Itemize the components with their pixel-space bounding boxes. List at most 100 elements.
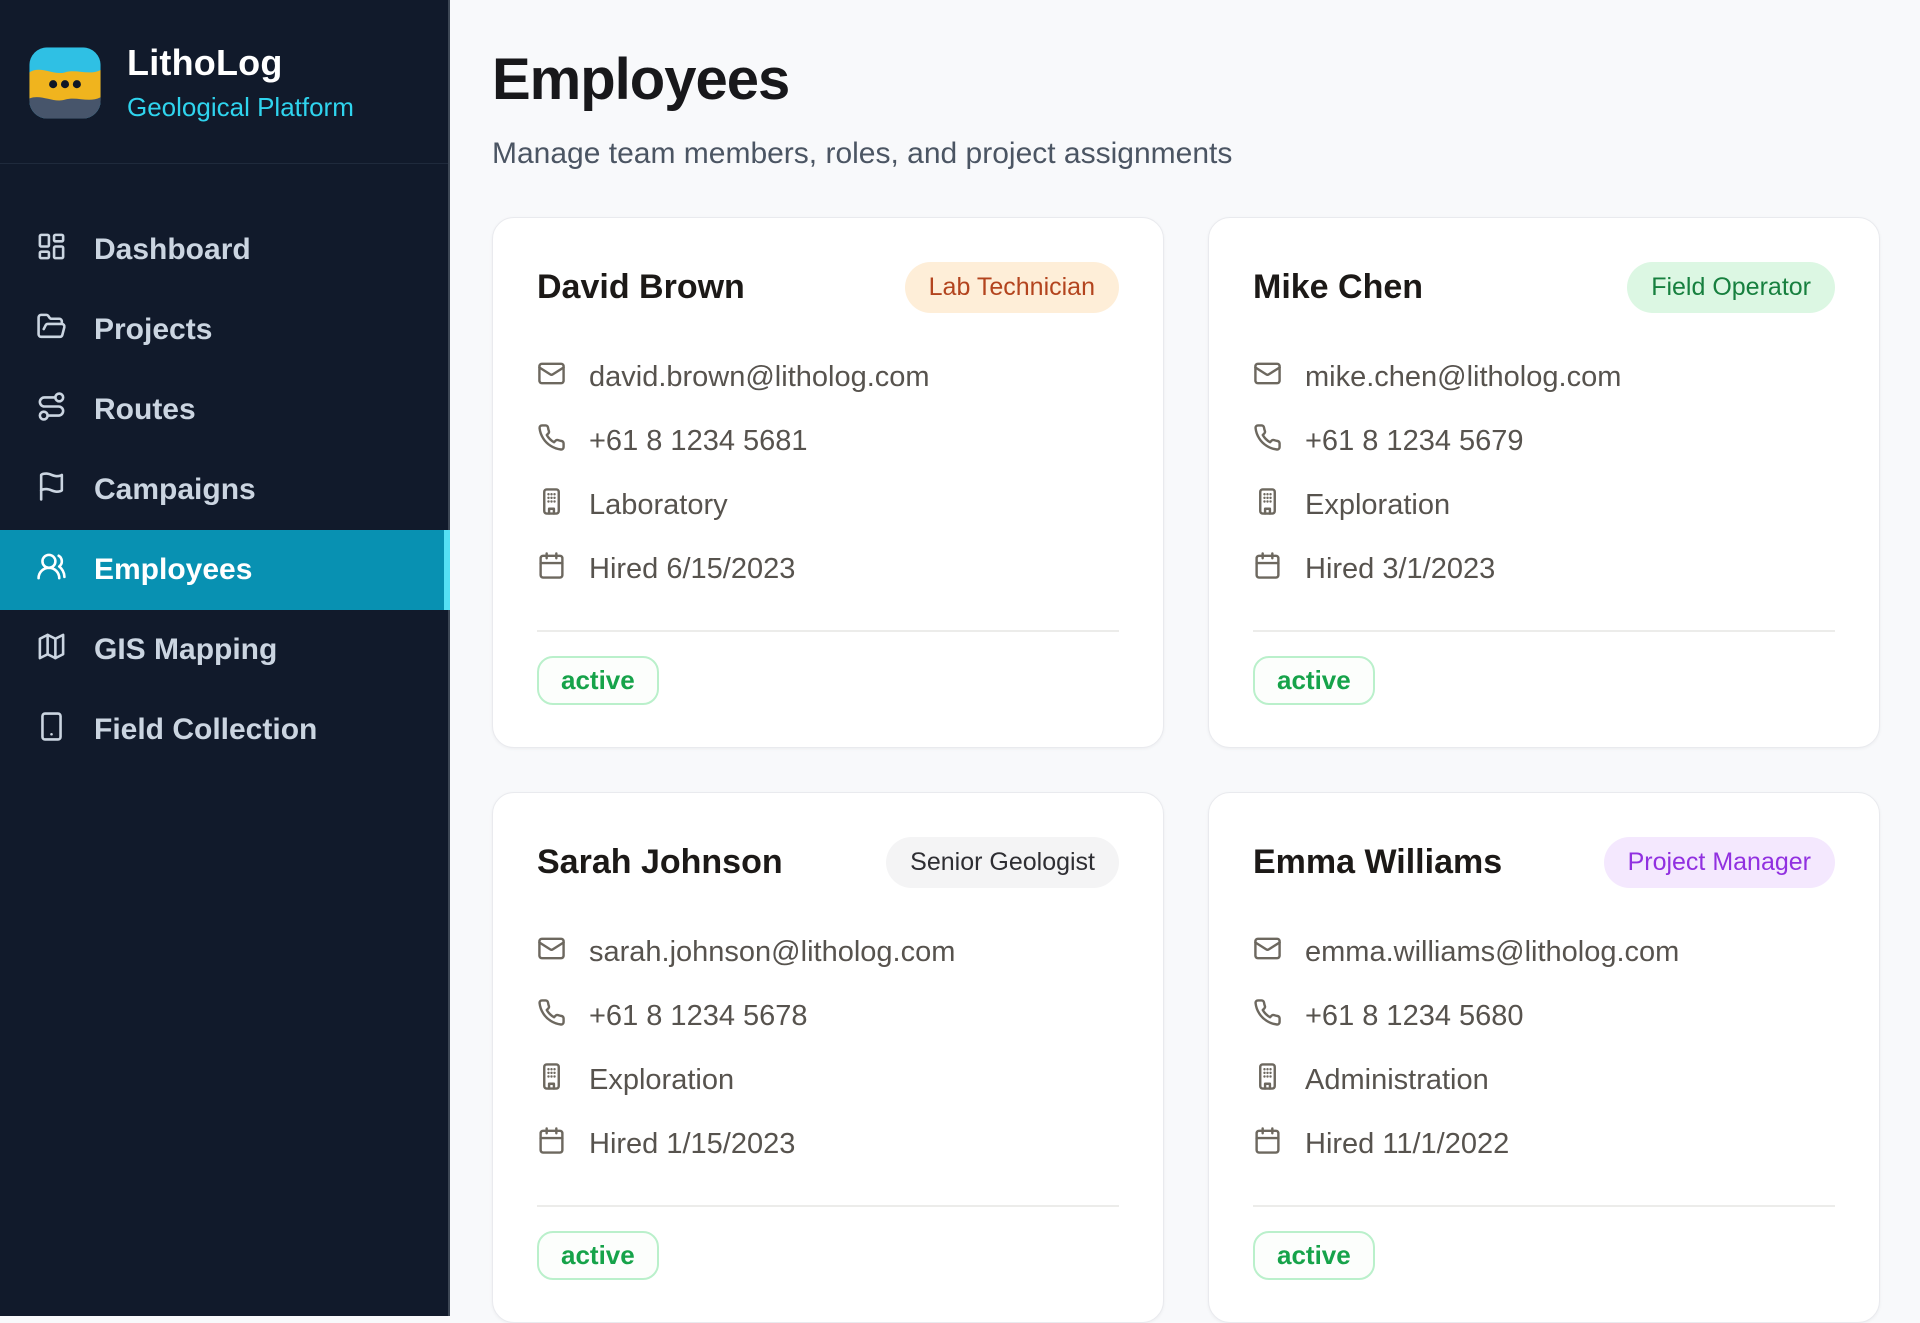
hired-row: Hired 6/15/2023 <box>537 551 1119 588</box>
sidebar-item-label: Field Collection <box>94 713 318 746</box>
contact-list: sarah.johnson@litholog.com +61 8 1234 56… <box>537 934 1119 1163</box>
phone-icon <box>537 423 566 460</box>
sidebar: LithoLog Geological Platform Dashboard P… <box>0 0 450 1316</box>
employee-hired: Hired 3/1/2023 <box>1305 553 1496 585</box>
employee-hired: Hired 11/1/2022 <box>1305 1128 1510 1160</box>
employee-department: Exploration <box>1305 489 1451 521</box>
route-icon <box>36 391 67 430</box>
department-row: Administration <box>1253 1062 1835 1099</box>
department-row: Exploration <box>1253 487 1835 524</box>
status-badge: active <box>1253 1231 1375 1280</box>
employee-name: David Brown <box>537 268 745 306</box>
sidebar-item-field-collection[interactable]: Field Collection <box>0 690 450 770</box>
sidebar-item-label: Projects <box>94 313 213 346</box>
employee-hired: Hired 6/15/2023 <box>589 553 796 585</box>
page-subtitle: Manage team members, roles, and project … <box>492 137 1233 170</box>
flag-icon <box>36 471 67 510</box>
role-badge: Lab Technician <box>904 262 1119 313</box>
brand: LithoLog Geological Platform <box>0 0 450 164</box>
employee-hired: Hired 1/15/2023 <box>589 1128 796 1160</box>
calendar-icon <box>537 551 566 588</box>
mail-icon <box>537 934 566 971</box>
employee-card-grid: David Brown Lab Technician david.brown@l… <box>492 217 1880 1323</box>
contact-list: david.brown@litholog.com +61 8 1234 5681… <box>537 359 1119 588</box>
role-badge: Project Manager <box>1603 837 1835 888</box>
card-header: Mike Chen Field Operator <box>1253 262 1835 313</box>
employee-card: Mike Chen Field Operator mike.chen@litho… <box>1208 217 1880 748</box>
department-row: Laboratory <box>537 487 1119 524</box>
sidebar-item-label: GIS Mapping <box>94 633 278 666</box>
card-header: Emma Williams Project Manager <box>1253 837 1835 888</box>
users-icon <box>36 551 67 590</box>
employee-email: sarah.johnson@litholog.com <box>589 936 956 968</box>
employee-card: David Brown Lab Technician david.brown@l… <box>492 217 1164 748</box>
email-row: emma.williams@litholog.com <box>1253 934 1835 971</box>
status-badge: active <box>537 656 659 705</box>
sidebar-item-label: Employees <box>94 553 253 586</box>
calendar-icon <box>537 1126 566 1163</box>
sidebar-item-routes[interactable]: Routes <box>0 370 450 450</box>
employee-department: Administration <box>1305 1064 1489 1096</box>
hired-row: Hired 1/15/2023 <box>537 1126 1119 1163</box>
employee-department: Exploration <box>589 1064 735 1096</box>
phone-icon <box>1253 998 1282 1035</box>
email-row: david.brown@litholog.com <box>537 359 1119 396</box>
phone-icon <box>537 998 566 1035</box>
hired-row: Hired 11/1/2022 <box>1253 1126 1835 1163</box>
employee-department: Laboratory <box>589 489 728 521</box>
employee-email: mike.chen@litholog.com <box>1305 361 1622 393</box>
role-badge: Field Operator <box>1627 262 1835 313</box>
mail-icon <box>1253 359 1282 396</box>
building-icon <box>537 487 566 524</box>
sidebar-item-label: Routes <box>94 393 196 426</box>
phone-row: +61 8 1234 5681 <box>537 423 1119 460</box>
calendar-icon <box>1253 1126 1282 1163</box>
brand-title: LithoLog <box>127 42 283 83</box>
employee-phone: +61 8 1234 5679 <box>1305 425 1524 457</box>
brand-tagline: Geological Platform <box>127 92 354 122</box>
employee-card: Emma Williams Project Manager emma.willi… <box>1208 792 1880 1323</box>
contact-list: mike.chen@litholog.com +61 8 1234 5679 E… <box>1253 359 1835 588</box>
sidebar-item-employees[interactable]: Employees <box>0 530 450 610</box>
calendar-icon <box>1253 551 1282 588</box>
status-badge: active <box>537 1231 659 1280</box>
role-badge: Senior Geologist <box>886 837 1119 888</box>
brand-text: LithoLog Geological Platform <box>127 42 354 123</box>
building-icon <box>1253 487 1282 524</box>
card-divider <box>1253 1205 1835 1207</box>
sidebar-item-gis-mapping[interactable]: GIS Mapping <box>0 610 450 690</box>
department-row: Exploration <box>537 1062 1119 1099</box>
contact-list: emma.williams@litholog.com +61 8 1234 56… <box>1253 934 1835 1163</box>
building-icon <box>1253 1062 1282 1099</box>
mail-icon <box>537 359 566 396</box>
card-header: Sarah Johnson Senior Geologist <box>537 837 1119 888</box>
employee-phone: +61 8 1234 5680 <box>1305 1000 1524 1032</box>
building-icon <box>537 1062 566 1099</box>
employee-phone: +61 8 1234 5681 <box>589 425 808 457</box>
mail-icon <box>1253 934 1282 971</box>
employee-name: Mike Chen <box>1253 268 1424 306</box>
phone-row: +61 8 1234 5679 <box>1253 423 1835 460</box>
hired-row: Hired 3/1/2023 <box>1253 551 1835 588</box>
card-divider <box>1253 630 1835 632</box>
email-row: sarah.johnson@litholog.com <box>537 934 1119 971</box>
phone-row: +61 8 1234 5680 <box>1253 998 1835 1035</box>
card-divider <box>537 1205 1119 1207</box>
card-header: David Brown Lab Technician <box>537 262 1119 313</box>
sidebar-item-campaigns[interactable]: Campaigns <box>0 450 450 530</box>
employee-name: Emma Williams <box>1253 843 1503 881</box>
page-title: Employees <box>492 47 790 112</box>
dashboard-icon <box>36 231 67 270</box>
employee-email: emma.williams@litholog.com <box>1305 936 1680 968</box>
sidebar-item-dashboard[interactable]: Dashboard <box>0 210 450 290</box>
employee-name: Sarah Johnson <box>537 843 783 881</box>
card-divider <box>537 630 1119 632</box>
status-badge: active <box>1253 656 1375 705</box>
phone-row: +61 8 1234 5678 <box>537 998 1119 1035</box>
litholog-logo-icon <box>27 45 103 121</box>
email-row: mike.chen@litholog.com <box>1253 359 1835 396</box>
employee-email: david.brown@litholog.com <box>589 361 930 393</box>
sidebar-item-label: Dashboard <box>94 233 251 266</box>
sidebar-item-label: Campaigns <box>94 473 256 506</box>
sidebar-item-projects[interactable]: Projects <box>0 290 450 370</box>
